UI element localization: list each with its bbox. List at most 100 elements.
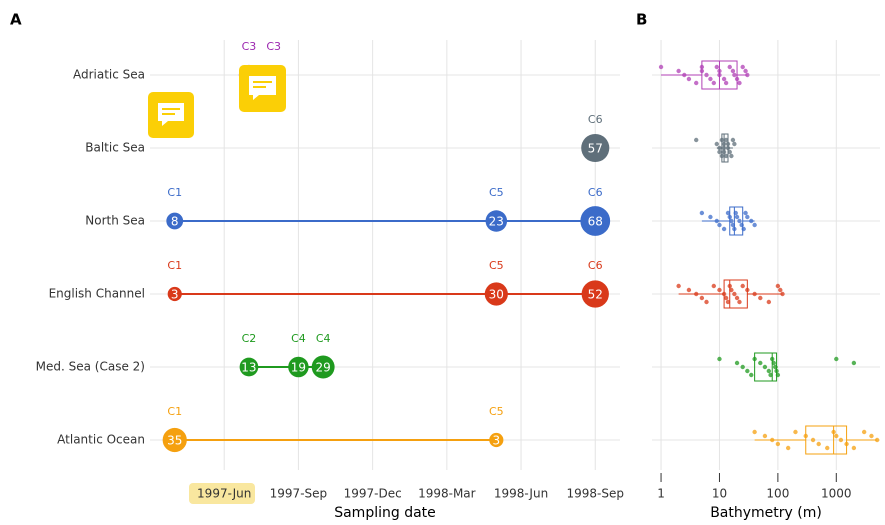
point [743,210,748,216]
bubble [311,355,335,379]
point [721,141,727,147]
case-label: C3 [242,40,257,53]
point [676,283,681,289]
bubble [581,133,610,163]
point [719,137,725,143]
case-label: C5 [489,259,504,272]
point [766,299,772,305]
y-tick-label: Med. Sea (Case 2) [36,360,145,374]
bubble-label: 29 [316,361,331,375]
point [758,295,763,301]
bubble-label: 57 [588,142,603,156]
point [732,226,737,232]
point [717,356,722,362]
point [704,299,709,305]
bubble [485,210,508,232]
point [874,437,880,443]
point [869,433,874,439]
x-axis-title: Bathymetry (m) [710,505,822,521]
point [725,210,731,216]
point [723,153,729,159]
chat-icon[interactable] [148,92,194,138]
point [752,291,757,297]
point [676,68,681,74]
point [725,141,731,147]
bubble-label: 35 [167,434,182,448]
case-label: C2 [242,332,257,345]
point [699,68,705,74]
y-tick-label: Atlantic Ocean [57,433,145,447]
case-label: C1 [167,186,182,199]
point [732,291,737,297]
point [737,80,742,86]
point [739,222,744,228]
chat-icon[interactable] [239,65,286,112]
panel-label: A [10,11,22,29]
box [805,425,848,455]
point [741,226,746,232]
point [730,137,736,143]
bubble [288,356,309,378]
y-tick-label: Adriatic Sea [73,68,145,82]
bubble [484,282,508,306]
point [729,287,734,293]
point [768,372,773,378]
point [714,218,719,224]
point [734,360,740,366]
x-tick-label: 10 [712,487,727,501]
bubble-label: 19 [291,361,306,375]
point [708,214,713,220]
point [740,64,745,70]
point [721,226,727,232]
x-axis-title: Sampling date [334,505,436,521]
x-tick-label: 1998-Jun [494,487,548,501]
y-tick-label: English Channel [49,287,145,301]
point [785,445,791,451]
point [816,441,821,447]
point [734,214,740,220]
bubble [580,206,611,236]
point [851,445,857,451]
point [719,153,725,159]
case-label: C1 [167,405,182,418]
point [721,149,727,155]
point [721,145,727,151]
point [727,283,732,289]
point [694,291,699,297]
point [851,360,857,366]
point [834,433,839,439]
point [723,295,729,301]
point [734,295,740,301]
point [825,445,830,451]
case-label: C4 [316,332,331,345]
point [708,76,713,82]
point [775,441,781,447]
point [717,68,722,74]
point [778,287,783,293]
bubble-label: 68 [588,215,603,229]
point [729,218,734,224]
point [686,76,692,82]
bubble-label: 52 [588,288,603,302]
point [694,137,699,143]
point [682,72,687,78]
case-label: C4 [291,332,306,345]
point [749,218,754,224]
point [723,80,729,86]
point [714,64,719,70]
case-label: C6 [588,186,603,199]
point [745,72,750,78]
point [775,283,781,289]
point [699,210,705,216]
bubble-label: 30 [489,288,504,302]
x-tick-label: 1998-Sep [567,487,625,501]
point [699,64,705,70]
point [745,214,750,220]
point [810,437,816,443]
bubble [162,427,187,453]
bubble [167,286,182,302]
bubble-label: 23 [489,215,504,229]
point [730,68,736,74]
x-tick-label: 1997-Dec [344,487,402,501]
